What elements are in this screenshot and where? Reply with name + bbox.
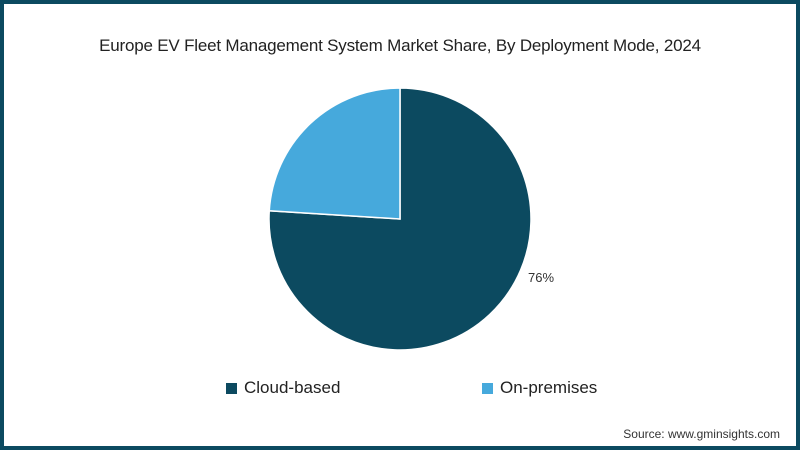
source-credit: Source: www.gminsights.com (623, 427, 780, 441)
legend-swatch-cloud-based (226, 382, 237, 394)
legend-label-on-premises: On-premises (500, 378, 598, 397)
slice-cloud-based (268, 87, 532, 351)
legend-item-cloud-based[interactable]: Cloud-based (226, 378, 340, 398)
data-label-cloud-based: 76% (528, 270, 555, 285)
legend-swatch-on-premises (482, 382, 493, 394)
legend-label-cloud-based: Cloud-based (244, 378, 341, 397)
legend-item-on-premises[interactable]: On-premises (482, 378, 597, 398)
chart-title: Europe EV Fleet Management System Market… (99, 36, 701, 55)
slice-on-premises (268, 87, 401, 220)
